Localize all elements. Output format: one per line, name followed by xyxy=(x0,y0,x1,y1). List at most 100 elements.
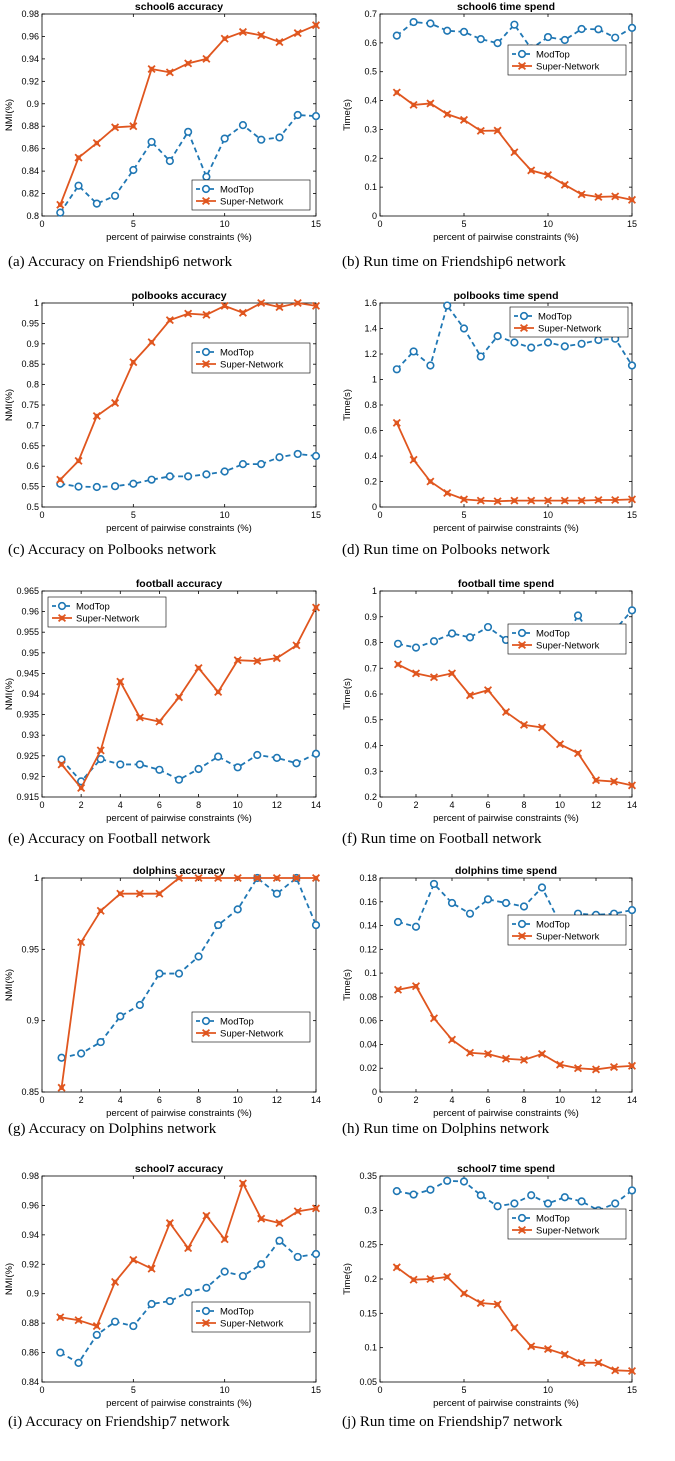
series-line-super-network xyxy=(397,663,633,787)
x-tick-label: 14 xyxy=(311,1095,321,1105)
data-point-super-network xyxy=(577,496,586,505)
data-point-modtop xyxy=(129,1321,138,1331)
x-tick-label: 15 xyxy=(311,510,321,520)
data-point-super-network xyxy=(447,1035,457,1044)
y-tick-label: 0.9 xyxy=(26,1016,39,1026)
data-point-modtop xyxy=(577,1197,586,1206)
y-tick-label: 0.95 xyxy=(21,648,39,658)
x-tick-label: 0 xyxy=(377,510,382,520)
data-point-modtop xyxy=(174,775,184,784)
data-point-super-network xyxy=(135,713,144,722)
data-point-modtop xyxy=(459,27,469,36)
data-point-modtop xyxy=(627,361,637,370)
data-point-super-network xyxy=(392,418,401,427)
x-tick-label: 0 xyxy=(377,219,382,229)
y-tick-label: 0.96 xyxy=(21,31,39,41)
y-tick-label: 0.94 xyxy=(21,1230,39,1240)
chart-title: polbooks accuracy xyxy=(131,290,226,302)
legend-marker-super-network xyxy=(201,359,211,369)
data-point-super-network xyxy=(238,308,247,317)
data-point-super-network xyxy=(426,1274,435,1284)
chart-title: school6 accuracy xyxy=(135,1,223,13)
data-point-super-network xyxy=(257,31,266,40)
series-line-modtop xyxy=(61,876,317,1059)
x-tick-label: 14 xyxy=(627,800,637,810)
data-point-modtop xyxy=(493,332,502,341)
data-point-super-network xyxy=(220,301,229,310)
x-tick-label: 6 xyxy=(485,1095,490,1105)
y-tick-label: 0.8 xyxy=(26,380,39,390)
data-point-modtop xyxy=(110,191,120,200)
x-axis-label: percent of pairwise constraints (%) xyxy=(106,1398,252,1409)
y-tick-label: 0.05 xyxy=(359,1377,377,1387)
data-point-modtop xyxy=(393,639,403,648)
data-point-super-network xyxy=(293,29,302,38)
data-point-modtop xyxy=(627,1186,637,1195)
data-point-modtop xyxy=(116,760,125,769)
data-point-modtop xyxy=(129,479,138,488)
data-point-super-network xyxy=(165,1219,174,1228)
data-point-super-network xyxy=(214,687,223,696)
data-point-modtop xyxy=(543,32,553,42)
y-tick-label: 0.6 xyxy=(364,38,377,48)
panel-caption: (e) Accuracy on Football network xyxy=(8,831,211,847)
data-point-super-network xyxy=(426,477,435,486)
chart-panel-3: polbooks time spend 0 5 10 15 0 0.2 0.4 0.6 0.8 1 1… xyxy=(342,290,637,558)
data-point-modtop xyxy=(409,17,418,27)
data-point-super-network xyxy=(527,496,536,505)
y-tick-label: 0.92 xyxy=(21,1259,39,1269)
data-point-super-network xyxy=(392,1263,401,1272)
data-point-modtop xyxy=(92,199,101,208)
data-point-modtop xyxy=(74,181,83,190)
data-point-modtop xyxy=(184,472,193,481)
x-tick-label: 10 xyxy=(543,510,553,520)
legend-label-super-network: Super-Network xyxy=(536,62,600,73)
plot-frame xyxy=(379,877,633,1093)
data-point-super-network xyxy=(147,338,156,347)
data-point-modtop xyxy=(238,460,248,469)
y-axis-label: NMI(%) xyxy=(4,678,15,710)
legend-marker-modtop xyxy=(517,919,527,929)
data-point-super-network xyxy=(560,496,569,505)
data-point-super-network xyxy=(510,1323,519,1332)
x-axis-label: percent of pairwise constraints (%) xyxy=(433,813,579,824)
data-point-super-network xyxy=(233,656,242,665)
data-point-modtop xyxy=(194,764,203,774)
data-point-super-network xyxy=(429,1014,439,1023)
legend-marker-modtop xyxy=(517,628,527,638)
legend-label-modtop: ModTop xyxy=(538,312,572,323)
series-line-super-network xyxy=(59,302,317,481)
legend-marker-modtop xyxy=(201,347,211,357)
y-tick-label: 0.95 xyxy=(21,318,39,328)
x-tick-label: 15 xyxy=(627,510,637,520)
x-tick-label: 4 xyxy=(449,1095,454,1105)
data-point-modtop xyxy=(194,952,203,961)
data-point-modtop xyxy=(92,482,101,492)
y-tick-label: 0.5 xyxy=(364,715,377,725)
data-point-super-network xyxy=(409,1275,418,1284)
data-point-super-network xyxy=(220,1235,229,1244)
legend-label-super-network: Super-Network xyxy=(76,614,140,625)
data-point-modtop xyxy=(543,338,553,347)
data-point-super-network xyxy=(393,985,403,994)
data-point-modtop xyxy=(409,1190,418,1199)
data-point-super-network xyxy=(476,496,485,505)
data-point-modtop xyxy=(56,208,65,217)
data-point-modtop xyxy=(411,922,421,931)
chart-panel-8: school7 accuracy 0 5 10 15 0.84 0.86 0.88 0.9 0.9… xyxy=(4,1163,321,1430)
data-point-super-network xyxy=(275,303,284,312)
legend-marker-super-network xyxy=(517,1225,527,1235)
y-tick-label: 1.2 xyxy=(364,349,377,359)
y-tick-label: 0.12 xyxy=(359,944,377,954)
y-tick-label: 0.86 xyxy=(21,1348,39,1358)
data-point-modtop xyxy=(627,905,637,915)
data-point-super-network xyxy=(543,496,553,505)
data-point-super-network xyxy=(459,115,469,124)
data-point-modtop xyxy=(426,19,435,28)
chart-panel-2: polbooks accuracy 0 5 10 15 0.5 0.55 0.6 0.65 0.7… xyxy=(4,290,321,558)
data-point-modtop xyxy=(233,763,242,772)
y-tick-label: 0.85 xyxy=(21,1087,39,1097)
